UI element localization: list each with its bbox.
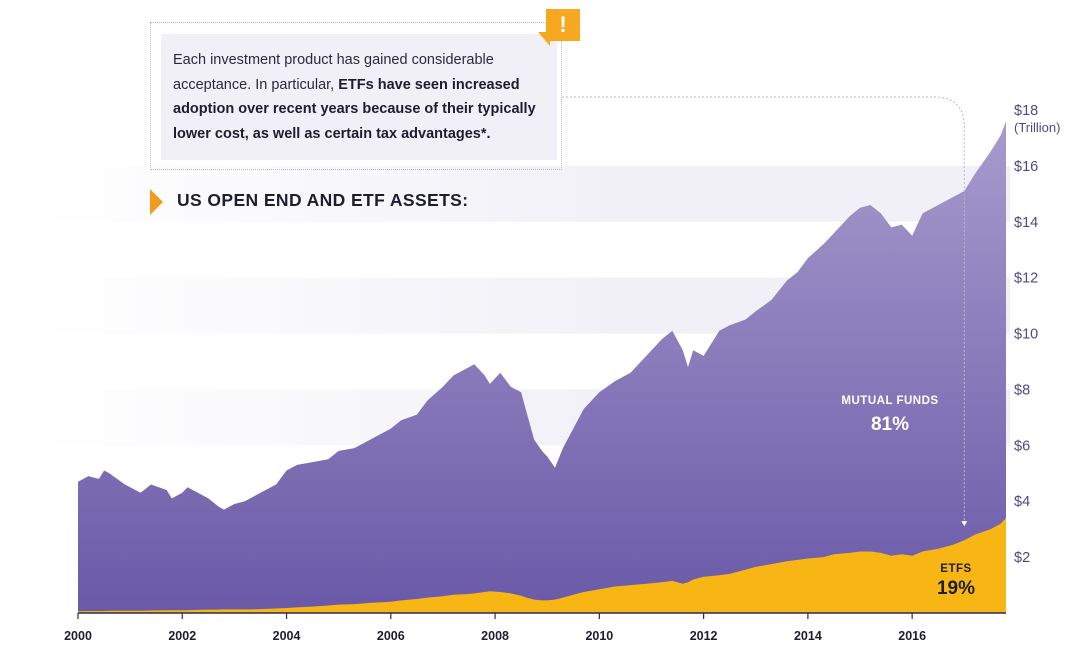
etfs-share: 19% bbox=[936, 578, 976, 599]
y-tick-label: $10 bbox=[1014, 327, 1038, 343]
chart-title: US OPEN END AND ETF ASSETS: bbox=[177, 190, 469, 210]
y-tick-label: $12 bbox=[1014, 271, 1038, 287]
callout-leader-line bbox=[562, 96, 965, 524]
mutual-funds-area bbox=[78, 121, 1006, 613]
callout-text-bold: ETFs have seen increased adoption over r… bbox=[173, 76, 536, 142]
y-tick-label: $8 bbox=[1014, 382, 1030, 398]
x-tick-label: 2004 bbox=[273, 629, 301, 643]
y-tick-label: $2 bbox=[1014, 550, 1030, 566]
background-band bbox=[40, 165, 1010, 222]
x-tick-label: 2012 bbox=[690, 629, 718, 643]
y-tick-label: $14 bbox=[1014, 215, 1038, 231]
alert-icon: ! bbox=[546, 9, 580, 41]
title-arrow-icon bbox=[150, 189, 163, 215]
mutual-funds-share: 81% bbox=[870, 414, 910, 435]
etfs-label: ETFS bbox=[940, 563, 972, 575]
x-tick-label: 2010 bbox=[585, 629, 613, 643]
y-tick-label: $4 bbox=[1014, 494, 1030, 510]
callout-text-plain: Each investment product has gained consi… bbox=[173, 52, 494, 93]
x-tick-label: 2008 bbox=[481, 629, 509, 643]
leader-arrow-icon bbox=[961, 521, 968, 527]
callout-text: Each investment product has gained consi… bbox=[161, 34, 557, 160]
x-tick-label: 2000 bbox=[64, 629, 92, 643]
callout-frame bbox=[150, 22, 562, 170]
y-tick-label: $18 bbox=[1014, 103, 1038, 119]
y-axis-unit: (Trillion) bbox=[1014, 120, 1061, 135]
x-tick-label: 2006 bbox=[377, 629, 405, 643]
mutual-funds-label: MUTUAL FUNDS bbox=[841, 395, 939, 407]
x-tick-label: 2002 bbox=[168, 629, 196, 643]
x-tick-label: 2014 bbox=[794, 629, 822, 643]
x-axis: 2000 2002 2004 2006 2008 2010 2012 2014 2016 bbox=[64, 613, 926, 643]
y-tick-label: $16 bbox=[1014, 159, 1038, 175]
y-axis: $2 $4 $6 $8 $10 $12 $14 $16 $18 bbox=[1014, 103, 1038, 566]
x-tick-label: 2016 bbox=[898, 629, 926, 643]
etfs-area bbox=[78, 518, 1006, 613]
y-tick-label: $6 bbox=[1014, 438, 1030, 454]
